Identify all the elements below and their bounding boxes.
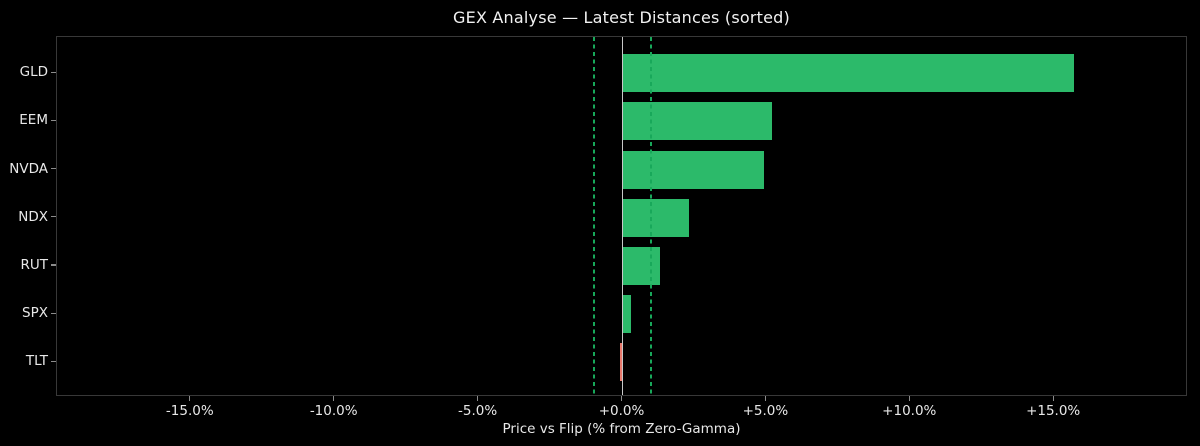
x-tick-mark (1052, 396, 1054, 401)
x-tick-label: -15.0% (165, 403, 214, 419)
bar-nvda (622, 150, 764, 189)
y-tick-label-rut: RUT (20, 256, 48, 273)
chart-title: GEX Analyse — Latest Distances (sorted) (453, 8, 790, 27)
y-tick-mark (51, 119, 56, 122)
y-tick-label-gld: GLD (19, 64, 48, 81)
x-tick-mark (908, 396, 910, 401)
bar-rut (622, 246, 660, 285)
x-tick-label: +15.0% (1026, 403, 1081, 419)
x-tick-label: +0.0% (598, 403, 645, 419)
x-tick-mark (333, 396, 335, 401)
y-tick-mark (51, 312, 56, 314)
y-tick-label-eem: EEM (19, 112, 48, 129)
x-tick-label: -5.0% (458, 403, 498, 419)
x-axis-label: Price vs Flip (% from Zero-Gamma) (502, 421, 741, 437)
plot-area (56, 36, 1187, 396)
bar-eem (622, 102, 773, 141)
y-tick-mark (51, 216, 56, 218)
bar-tlt (620, 343, 623, 382)
bar-spx (622, 295, 632, 334)
x-tick-label: +10.0% (882, 403, 937, 419)
x-tick-mark (477, 396, 479, 401)
y-tick-mark (51, 360, 56, 362)
threshold-line-lower (592, 37, 595, 395)
bar-gld (622, 54, 1075, 93)
y-tick-label-spx: SPX (22, 305, 48, 322)
y-tick-mark (51, 264, 56, 266)
bar-ndx (622, 198, 689, 237)
x-tick-mark (620, 396, 623, 401)
y-tick-label-tlt: TLT (25, 353, 48, 370)
y-tick-label-ndx: NDX (18, 208, 48, 225)
x-tick-mark (764, 396, 766, 401)
y-tick-mark (51, 168, 56, 170)
x-tick-label: +5.0% (742, 403, 789, 419)
x-tick-label: -10.0% (309, 403, 358, 419)
threshold-line-upper (650, 37, 653, 395)
x-tick-mark (189, 396, 191, 401)
y-tick-mark (51, 71, 56, 73)
y-tick-label-nvda: NVDA (9, 160, 48, 177)
